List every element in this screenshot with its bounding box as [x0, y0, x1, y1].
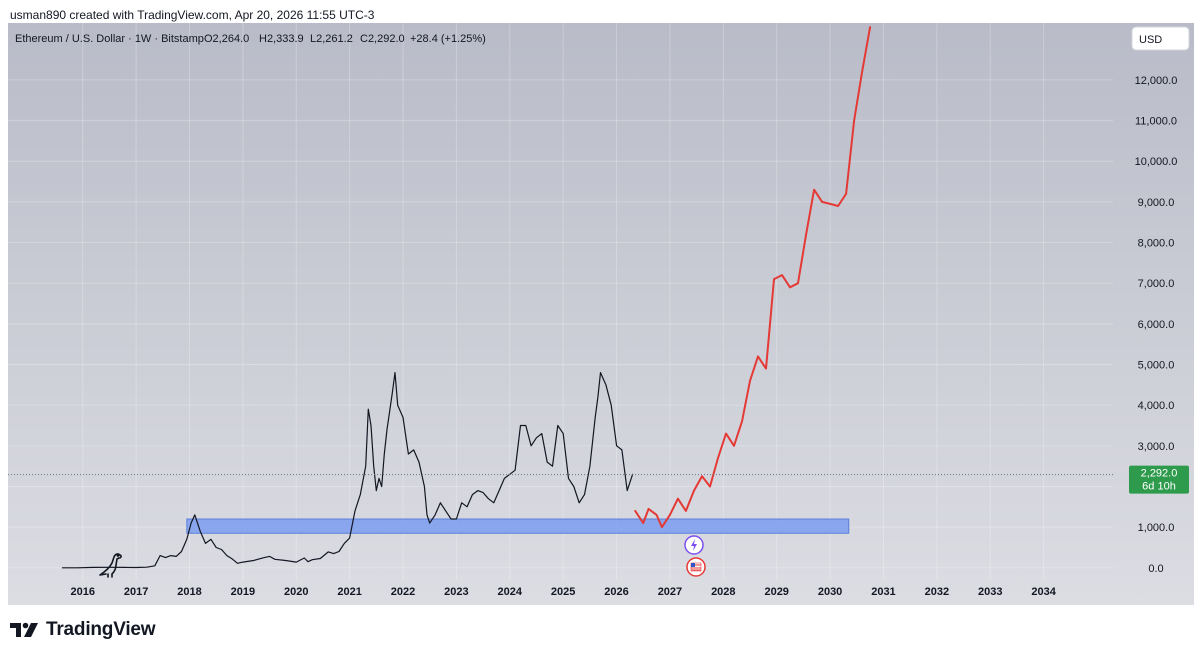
x-tick-label: 2023	[444, 586, 468, 598]
dinosaur-icon[interactable]	[99, 553, 122, 578]
us-flag-icon[interactable]	[686, 557, 706, 577]
x-tick-label: 2018	[177, 586, 201, 598]
projection-line	[634, 26, 872, 529]
y-tick-label: 11,000.0	[1135, 116, 1177, 128]
legend-close: C2,292.0	[360, 33, 405, 45]
chart-area[interactable]: 0.01,000.02,000.03,000.04,000.05,000.06,…	[8, 23, 1194, 605]
chart-header: usman890 created with TradingView.com, A…	[10, 8, 375, 22]
x-tick-label: 2027	[658, 586, 682, 598]
x-tick-label: 2026	[604, 586, 628, 598]
support-zone	[186, 518, 850, 534]
series-layer	[61, 26, 872, 569]
legend: Ethereum / U.S. Dollar · 1W · Bitstamp O…	[15, 33, 486, 45]
x-tick-label: 2017	[124, 586, 148, 598]
events-icon[interactable]	[684, 535, 704, 555]
y-tick-label: 5,000.0	[1138, 360, 1175, 372]
price-badge: 2,292.0 6d 10h	[1129, 465, 1189, 494]
y-tick-label: 1,000.0	[1138, 522, 1175, 534]
y-tick-label: 10,000.0	[1135, 156, 1178, 168]
grid-lines	[8, 23, 1113, 580]
price-line	[61, 372, 634, 569]
currency-button[interactable]: USD	[1131, 26, 1190, 51]
x-tick-label: 2031	[871, 586, 895, 598]
tradingview-brand: TradingView	[46, 619, 156, 640]
chart-background	[8, 23, 1194, 605]
legend-symbol: Ethereum / U.S. Dollar · 1W · Bitstamp	[15, 33, 204, 45]
x-tick-label: 2028	[711, 586, 735, 598]
y-tick-label: 4,000.0	[1138, 400, 1175, 412]
x-tick-label: 2032	[925, 586, 949, 598]
x-axis[interactable]: 2016 2017 2018 2019 2020 2021 2022 2023 2024 2025…	[70, 586, 1056, 598]
x-tick-label: 2020	[284, 586, 308, 598]
x-tick-label: 2016	[70, 586, 94, 598]
y-tick-label: 9,000.0	[1138, 197, 1175, 209]
y-tick-label: 8,000.0	[1138, 238, 1175, 250]
tradingview-logo-icon	[10, 621, 40, 639]
x-tick-label: 2029	[764, 586, 788, 598]
y-tick-label: 7,000.0	[1138, 278, 1175, 290]
x-tick-label: 2022	[391, 586, 415, 598]
badge-countdown: 6d 10h	[1142, 481, 1176, 493]
support-zone-layer	[186, 518, 850, 534]
x-tick-label: 2021	[337, 586, 361, 598]
x-tick-label: 2033	[978, 586, 1002, 598]
price-chart[interactable]: 0.01,000.02,000.03,000.04,000.05,000.06,…	[8, 23, 1194, 605]
x-tick-label: 2030	[818, 586, 842, 598]
y-tick-label: 0.0	[1148, 563, 1163, 575]
legend-change: +28.4 (+1.25%)	[410, 33, 486, 45]
x-tick-label: 2019	[231, 586, 255, 598]
y-tick-label: 12,000.0	[1135, 75, 1178, 87]
y-tick-label: 3,000.0	[1138, 441, 1175, 453]
currency-label[interactable]: USD	[1139, 34, 1162, 46]
x-tick-label: 2024	[498, 586, 523, 598]
tradingview-logo[interactable]: TradingView	[10, 618, 156, 642]
x-tick-label: 2025	[551, 586, 575, 598]
legend-low: L2,261.2	[310, 33, 353, 45]
badge-price: 2,292.0	[1141, 468, 1178, 480]
x-tick-label: 2034	[1031, 586, 1056, 598]
legend-high: H2,333.9	[259, 33, 304, 45]
y-tick-label: 6,000.0	[1138, 319, 1175, 331]
legend-open: O2,264.0	[204, 33, 249, 45]
